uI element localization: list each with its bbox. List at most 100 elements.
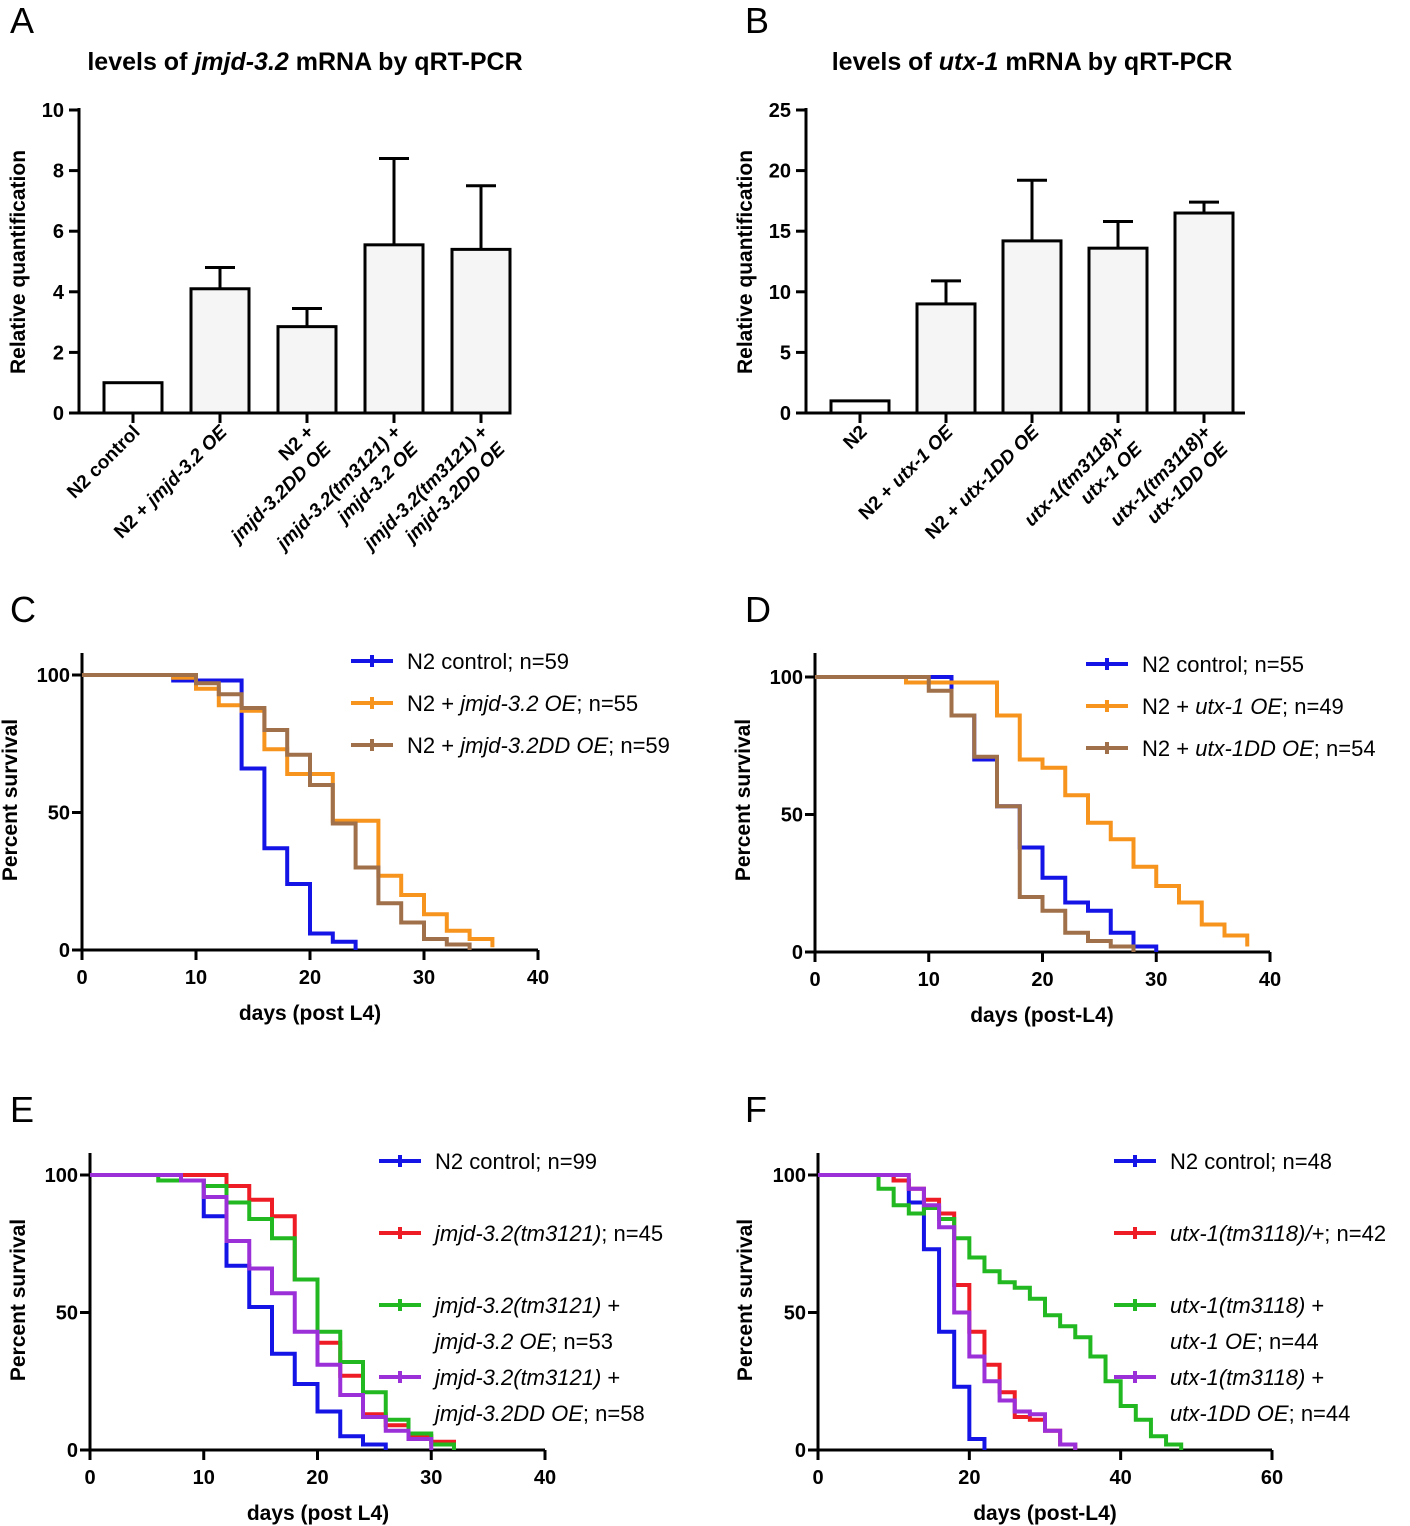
survival-curve <box>90 1173 456 1450</box>
y-tick-label: 50 <box>784 1303 806 1325</box>
y-axis-label-a: Relative quantification <box>7 150 30 374</box>
y-tick-label: 0 <box>53 403 64 425</box>
category-label: N2 <box>840 422 872 454</box>
y-axis-label-b: Relative quantification <box>734 150 757 374</box>
legend-label: utx-1DD OE; n=44 <box>1170 1401 1350 1426</box>
x-axis-label-f: days (post-L4) <box>973 1502 1117 1525</box>
legend-label: utx-1(tm3118) + <box>1170 1365 1324 1390</box>
y-tick-label: 100 <box>45 1165 78 1187</box>
bar <box>363 243 425 415</box>
legend-label: N2 + jmjd-3.2DD OE; n=59 <box>407 733 670 758</box>
survival-curve <box>90 1173 434 1450</box>
panel-label-c: C <box>10 589 36 630</box>
x-tick-label: 10 <box>185 967 207 989</box>
y-tick-label: 10 <box>42 100 64 122</box>
legend-label: jmjd-3.2(tm3121) + <box>432 1365 620 1390</box>
x-tick-label: 30 <box>1145 969 1167 991</box>
survival-curve <box>82 673 358 950</box>
survival-chart-c: 0 50 100 0 10 20 30 40 N2 control; n=59 N2 + jmjd… <box>37 649 670 989</box>
x-tick-label: 20 <box>958 1467 980 1489</box>
y-tick-label: 100 <box>770 667 803 689</box>
bar <box>450 247 512 415</box>
legend-label: N2 + utx-1 OE; n=49 <box>1142 694 1344 719</box>
chart-title-b: levels of utx-1 mRNA by qRT-PCR <box>832 48 1233 76</box>
x-tick-label: 0 <box>809 969 820 991</box>
chart-title-a: levels of jmjd-3.2 mRNA by qRT-PCR <box>87 48 522 76</box>
y-tick-label: 50 <box>56 1303 78 1325</box>
x-tick-label: 30 <box>420 1467 442 1489</box>
legend-label: jmjd-3.2DD OE; n=58 <box>432 1401 645 1426</box>
legend-label: jmjd-3.2 OE; n=53 <box>432 1329 613 1354</box>
legend-label: N2 control; n=55 <box>1142 652 1304 677</box>
category-label: N2 control <box>63 422 144 503</box>
bar <box>1087 246 1149 415</box>
y-axis-label-c: Percent survival <box>0 719 22 881</box>
panel-label-e: E <box>10 1089 34 1130</box>
y-axis-label-e: Percent survival <box>7 1219 30 1381</box>
y-tick-label: 10 <box>769 282 791 304</box>
x-tick-label: 40 <box>1110 1467 1132 1489</box>
bar <box>1173 211 1235 415</box>
legend-label: jmjd-3.2(tm3121) + <box>432 1293 620 1318</box>
bar <box>189 287 251 415</box>
legend-label: N2 control; n=48 <box>1170 1149 1332 1174</box>
bar <box>1001 239 1063 415</box>
x-tick-label: 30 <box>413 967 435 989</box>
legend-label: N2 control; n=99 <box>435 1149 597 1174</box>
x-axis-label-e: days (post L4) <box>247 1502 389 1525</box>
bar <box>276 325 338 415</box>
x-tick-label: 60 <box>1261 1467 1283 1489</box>
y-tick-label: 15 <box>769 221 791 243</box>
survival-curve <box>818 1173 1078 1450</box>
survival-curve <box>815 675 1159 952</box>
legend-label: utx-1(tm3118) + <box>1170 1293 1324 1318</box>
legend-label: jmjd-3.2(tm3121); n=45 <box>432 1221 663 1246</box>
survival-chart-d: 0 50 100 0 10 20 30 40 N2 control; n=55 N2 + utx-… <box>770 652 1376 991</box>
survival-curve <box>82 673 495 948</box>
y-tick-label: 8 <box>53 161 64 183</box>
survival-curve <box>815 675 1136 952</box>
legend-label: utx-1 OE; n=44 <box>1170 1329 1319 1354</box>
x-tick-label: 40 <box>534 1467 556 1489</box>
bar <box>102 381 164 415</box>
y-axis-label-f: Percent survival <box>734 1219 757 1381</box>
legend-label: N2 control; n=59 <box>407 649 569 674</box>
x-tick-label: 20 <box>1031 969 1053 991</box>
x-tick-label: 10 <box>918 969 940 991</box>
survival-curve <box>90 1173 388 1450</box>
panel-label-f: F <box>745 1089 767 1130</box>
category-label-line: N2 control <box>63 422 144 503</box>
panel-label-a: A <box>10 0 34 41</box>
y-tick-label: 0 <box>795 1440 806 1462</box>
y-tick-label: 2 <box>53 342 64 364</box>
legend-label: N2 + utx-1DD OE; n=54 <box>1142 736 1376 761</box>
y-tick-label: 0 <box>780 403 791 425</box>
legend-label: N2 + jmjd-3.2 OE; n=55 <box>407 691 638 716</box>
y-tick-label: 100 <box>37 665 70 687</box>
y-tick-label: 0 <box>792 942 803 964</box>
survival-chart-f: 0 50 100 0 20 40 60 N2 control; n=48 utx-1(tm311… <box>773 1149 1386 1489</box>
bar <box>915 302 977 415</box>
y-tick-label: 25 <box>769 100 791 122</box>
y-tick-label: 50 <box>48 803 70 825</box>
y-axis-label-d: Percent survival <box>732 719 755 881</box>
y-tick-label: 5 <box>780 342 791 364</box>
survival-curve <box>82 673 472 950</box>
survival-curve <box>818 1173 1184 1450</box>
x-tick-label: 20 <box>299 967 321 989</box>
x-axis-label-d: days (post-L4) <box>970 1004 1114 1027</box>
legend-label: utx-1(tm3118)/+; n=42 <box>1170 1221 1386 1246</box>
y-tick-label: 100 <box>773 1165 806 1187</box>
category-label-line: N2 <box>840 422 872 454</box>
survival-curve <box>815 675 1250 947</box>
x-tick-label: 0 <box>812 1467 823 1489</box>
survival-curve <box>818 1173 1078 1450</box>
y-tick-label: 0 <box>67 1440 78 1462</box>
x-tick-label: 10 <box>193 1467 215 1489</box>
y-tick-label: 4 <box>53 282 65 304</box>
bar <box>829 399 891 415</box>
x-tick-label: 20 <box>306 1467 328 1489</box>
